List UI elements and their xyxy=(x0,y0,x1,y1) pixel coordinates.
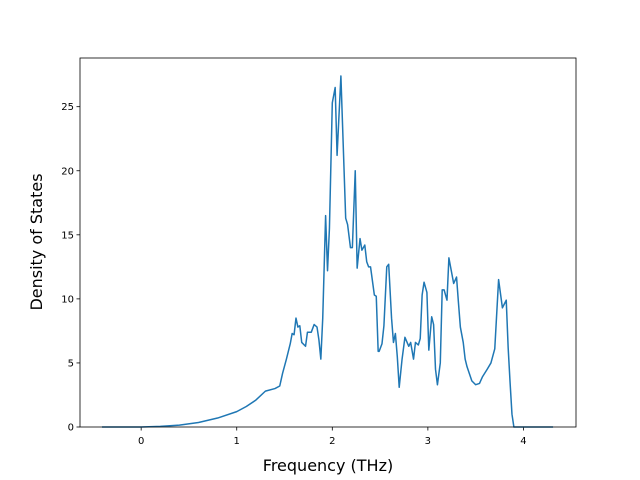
x-tick-label: 4 xyxy=(520,436,526,447)
x-tick-label: 0 xyxy=(138,436,144,447)
x-tick-label: 1 xyxy=(234,436,240,447)
y-axis-label: Density of States xyxy=(27,173,46,310)
data-line xyxy=(101,75,554,428)
y-tick-label: 20 xyxy=(61,166,74,177)
y-tick-label: 25 xyxy=(61,102,74,113)
x-axis-label: Frequency (THz) xyxy=(263,456,393,475)
axes-frame xyxy=(79,57,577,428)
y-tick-label: 15 xyxy=(61,230,74,241)
y-tick-label: 5 xyxy=(68,358,74,369)
y-tick-label: 10 xyxy=(61,294,74,305)
x-tick-label: 2 xyxy=(329,436,335,447)
x-tick-label: 3 xyxy=(425,436,431,447)
y-tick-label: 0 xyxy=(68,423,74,434)
